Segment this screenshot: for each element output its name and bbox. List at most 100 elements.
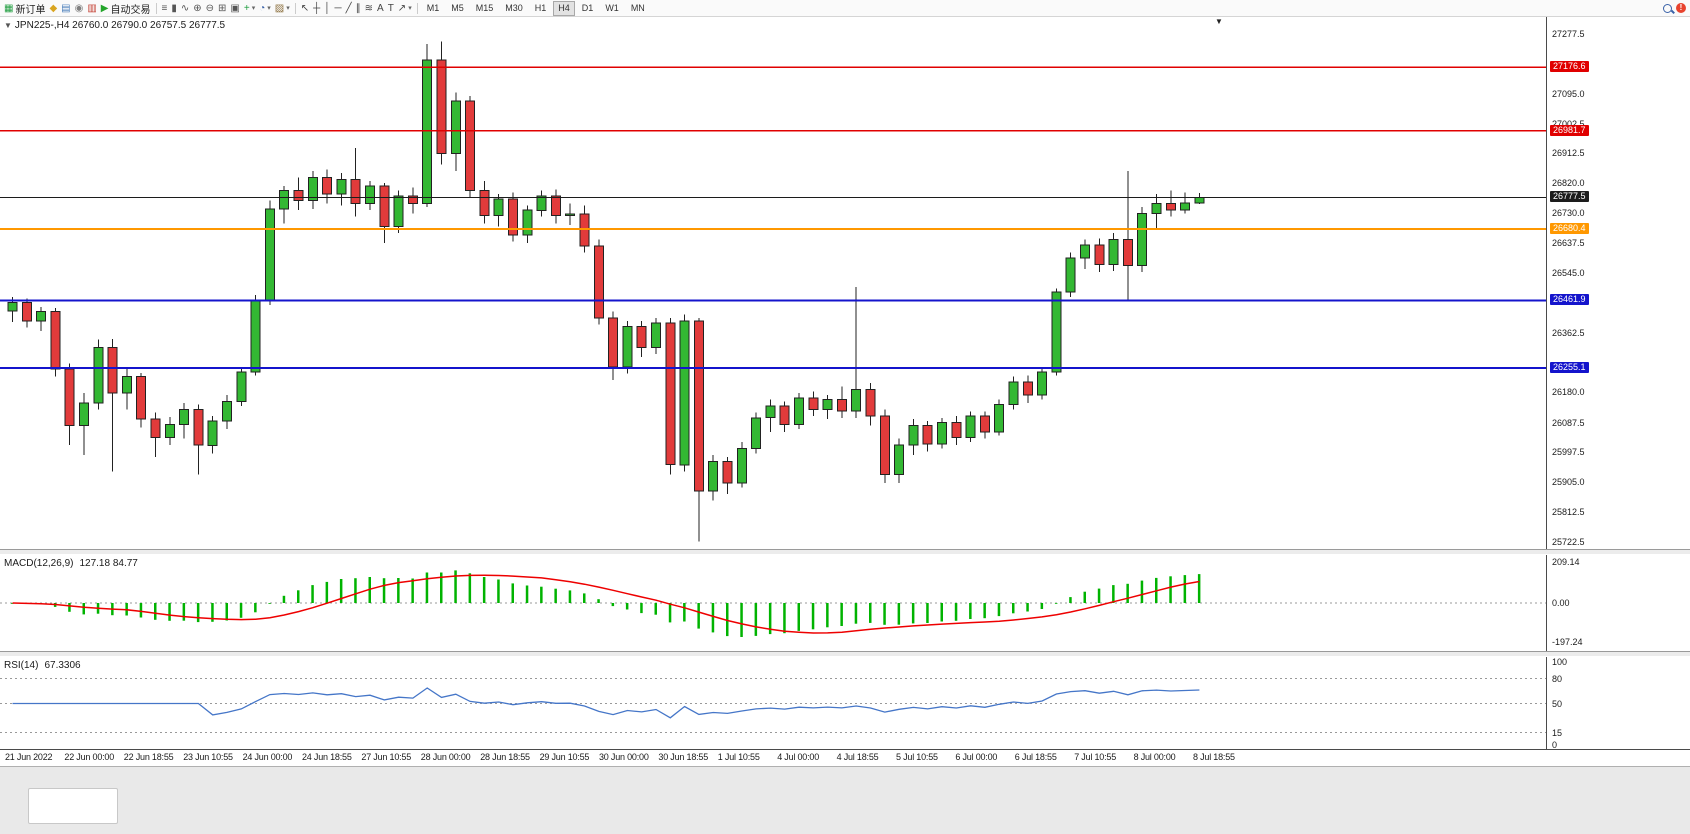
bar-chart-icon[interactable]: ≡	[160, 1, 170, 16]
autotrading-button[interactable]: ▶ 自动交易	[99, 1, 153, 16]
periods-icon: ◔	[259, 2, 266, 14]
zoom-in-icon: ⊕	[193, 2, 202, 14]
timeframe-h1-button[interactable]: H1	[534, 2, 547, 13]
tile-windows-icon[interactable]: ⊞	[216, 1, 228, 16]
macd-axis-tick: 209.14	[1552, 557, 1580, 567]
new-order-button-label: 新订单	[15, 4, 46, 16]
price-line-badge: 26680.4	[1550, 223, 1589, 235]
arrows-icon[interactable]: ↗ ▾	[396, 1, 414, 16]
panel-splitter[interactable]	[0, 651, 1690, 657]
print-preview-icon: ▤	[61, 2, 71, 14]
price-axis-tick: 27095.0	[1552, 88, 1585, 99]
print-preview-icon[interactable]: ▤	[59, 1, 72, 16]
rsi-axis[interactable]: 100 80 50 15 0	[1546, 657, 1690, 750]
price-line-badge: 26981.7	[1550, 124, 1589, 136]
indicators-icon-dropdown[interactable]: ▾	[251, 5, 256, 12]
panel-splitter[interactable]	[0, 549, 1690, 555]
rsi-plot[interactable]	[0, 657, 1547, 749]
indicators-icon[interactable]: + ▾	[242, 1, 257, 16]
zoom-out-icon: ⊖	[205, 2, 215, 14]
zoom-in-icon[interactable]: ⊕	[191, 1, 203, 16]
price-axis-tick: 25812.5	[1552, 507, 1585, 518]
terminal-icon: ▥	[87, 2, 97, 14]
text-label-icon[interactable]: T	[386, 1, 396, 16]
price-axis-tick: 25722.5	[1552, 536, 1585, 547]
price-line-badge: 26461.9	[1550, 294, 1589, 306]
price-axis-tick: 27002.5	[1552, 118, 1585, 129]
trendline-icon[interactable]: ╱	[344, 1, 354, 16]
time-axis[interactable]: 21 Jun 2022 22 Jun 00:00 22 Jun 18:55 23 Ju…	[0, 749, 1690, 766]
time-axis-label: 30 Jun 18:55	[658, 752, 709, 762]
data-window-icon[interactable]: ◉	[73, 1, 86, 16]
time-axis-label: 21 Jun 2022	[5, 752, 53, 762]
zoom-out-icon[interactable]: ⊖	[204, 1, 216, 16]
timeframe-h4-button[interactable]: H4	[553, 0, 575, 16]
candlestick-chart-icon: ▮	[171, 2, 177, 14]
price-axis-tick: 26362.5	[1552, 327, 1585, 338]
notification-icon[interactable]: !	[1674, 1, 1688, 16]
trendline-icon: ╱	[345, 2, 352, 14]
toolbar: ▦ 新订单 ◆ ▤ ◉ ▥ ▶ 自动交易 ≡ ▮ ∿ ⊕ ⊖ ⊞ ▣ + ▾ ◔ ▾ ▨ ▾ ↖ ┼ │ ─ ╱ ∥ ≋ A T ↗ ▾ M1 M…	[0, 0, 1690, 17]
rsi-value: 67.3306	[44, 660, 81, 671]
time-axis-label: 1 Jul 10:55	[717, 752, 760, 762]
line-chart-icon[interactable]: ∿	[179, 1, 191, 16]
fibonacci-icon[interactable]: ≋	[363, 1, 375, 16]
macd-axis-tick: -197.24	[1552, 637, 1583, 647]
cascade-windows-icon[interactable]: ▣	[228, 1, 241, 16]
templates-icon-dropdown[interactable]: ▾	[286, 5, 290, 12]
arrows-icon-dropdown[interactable]: ▾	[408, 5, 412, 12]
horizontal-line-icon[interactable]: ─	[333, 1, 344, 16]
search-icon[interactable]	[1661, 1, 1674, 16]
time-axis-label: 8 Jul 00:00	[1133, 752, 1176, 762]
vertical-line-icon[interactable]: │	[322, 1, 332, 16]
main-chart-panel[interactable]: 27277.5 27095.0 27002.5 26912.5 26820.0 26730…	[0, 17, 1690, 549]
timeframe-m1-button[interactable]: M1	[426, 2, 440, 13]
timeframe-m5-button[interactable]: M5	[451, 2, 464, 13]
macd-axis[interactable]: 209.14 0.00 -197.24	[1546, 555, 1690, 651]
rsi-panel[interactable]: 100 80 50 15 0 RSI(14) 67.3306	[0, 657, 1690, 750]
price-axis-tick: 25905.0	[1552, 477, 1585, 488]
line-chart-icon: ∿	[180, 2, 190, 14]
autotrading-button-label: 自动交易	[110, 4, 151, 16]
time-axis-label: 5 Jul 10:55	[896, 752, 938, 762]
cursor-icon[interactable]: ↖	[299, 1, 311, 16]
toolbar-separator	[155, 2, 157, 14]
price-axis-tick: 26820.0	[1552, 178, 1585, 189]
templates-icon: ▨	[274, 2, 285, 14]
new-order-button[interactable]: ▦ 新订单	[2, 1, 47, 16]
periods-icon-dropdown[interactable]: ▾	[267, 5, 271, 12]
templates-icon[interactable]: ▨ ▾	[273, 1, 292, 16]
timeframe-d1-button[interactable]: D1	[581, 2, 594, 13]
autotrading-icon: ▶	[100, 2, 109, 14]
terminal-icon[interactable]: ▥	[85, 1, 98, 16]
chart-profiles-icon: ◆	[49, 2, 58, 14]
price-chart-plot[interactable]	[0, 17, 1547, 549]
chart-profiles-icon[interactable]: ◆	[47, 1, 59, 16]
one-click-trading-expander[interactable]: ▼	[4, 21, 12, 30]
price-axis-tick: 26087.5	[1552, 417, 1585, 428]
timeframe-mn-button[interactable]: MN	[630, 2, 645, 13]
equidistant-channel-icon[interactable]: ∥	[354, 1, 363, 16]
timeframe-m15-button[interactable]: M15	[475, 2, 494, 13]
price-axis-tick: 26730.0	[1552, 207, 1585, 218]
candlestick-chart-icon[interactable]: ▮	[169, 1, 179, 16]
macd-label: MACD(12,26,9) 127.18 84.77	[4, 558, 138, 569]
text-icon[interactable]: A	[375, 1, 386, 16]
toolbar-separator	[416, 2, 418, 14]
price-line-badge: 26777.5	[1550, 191, 1589, 203]
timeframe-w1-button[interactable]: W1	[605, 2, 619, 13]
timeframe-m30-button[interactable]: M30	[505, 2, 523, 13]
time-axis-label: 22 Jun 00:00	[64, 752, 115, 762]
macd-panel[interactable]: 209.14 0.00 -197.24 MACD(12,26,9) 127.18 84…	[0, 555, 1690, 651]
bottom-left-panel	[28, 788, 118, 824]
notification-icon: !	[1676, 3, 1686, 13]
arrows-icon: ↗	[397, 2, 407, 14]
text-label-icon: T	[387, 2, 394, 14]
price-axis[interactable]: 27277.5 27095.0 27002.5 26912.5 26820.0 26730…	[1546, 17, 1690, 549]
time-axis-label: 4 Jul 18:55	[836, 752, 879, 762]
periods-icon[interactable]: ◔ ▾	[257, 1, 273, 16]
equidistant-channel-icon: ∥	[355, 2, 361, 14]
macd-plot[interactable]	[0, 555, 1547, 651]
crosshair-icon[interactable]: ┼	[311, 1, 322, 16]
